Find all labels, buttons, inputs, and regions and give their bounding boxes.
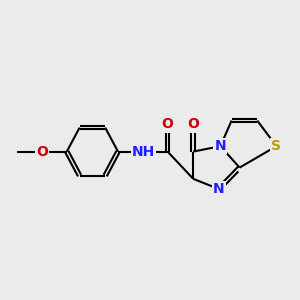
Text: N: N	[213, 182, 225, 196]
Text: O: O	[162, 117, 173, 131]
Text: NH: NH	[132, 145, 155, 159]
Text: N: N	[214, 139, 226, 153]
Text: O: O	[36, 145, 48, 159]
Text: S: S	[272, 139, 281, 153]
Text: O: O	[187, 117, 199, 131]
